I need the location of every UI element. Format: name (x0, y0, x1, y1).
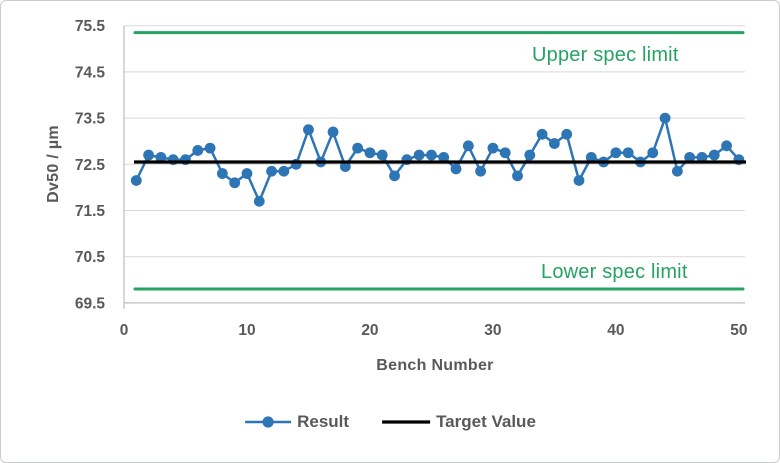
legend-item-result[interactable]: Result (244, 412, 349, 432)
result-marker (413, 149, 425, 161)
y-tick-label: 73.5 (75, 111, 106, 128)
result-marker (487, 142, 499, 154)
lower-spec-label: Lower spec limit (541, 261, 688, 283)
result-marker (278, 165, 290, 177)
x-tick-label: 10 (238, 322, 255, 339)
y-axis-title: Dv50 / µm (45, 125, 62, 203)
result-marker (536, 128, 548, 140)
x-tick-label: 50 (730, 322, 747, 339)
upper-spec-label: Upper spec limit (532, 44, 679, 66)
result-marker (671, 165, 683, 177)
result-marker (462, 140, 474, 152)
x-tick-label: 0 (120, 322, 129, 339)
result-marker (659, 112, 671, 124)
legend-result-label: Result (297, 412, 350, 431)
result-marker (303, 124, 314, 136)
target-line-icon (382, 420, 431, 424)
result-marker (647, 147, 659, 159)
result-marker (438, 151, 450, 163)
result-marker (684, 151, 696, 163)
result-line-marker-icon (245, 416, 292, 428)
y-tick-label: 75.5 (75, 18, 106, 35)
x-axis-title: Bench Number (376, 357, 494, 374)
result-marker (229, 177, 241, 189)
result-marker (721, 140, 732, 152)
result-marker (573, 175, 585, 186)
legend: Result Target Value (244, 412, 536, 432)
legend-item-target[interactable]: Target Value (381, 412, 536, 432)
result-marker (696, 151, 708, 163)
x-tick-label: 20 (361, 322, 378, 339)
result-marker (192, 145, 204, 156)
result-marker (204, 142, 216, 154)
result-marker (475, 165, 487, 177)
result-marker (266, 165, 277, 177)
result-marker (364, 147, 376, 159)
result-marker (327, 126, 339, 138)
y-tick-label: 70.5 (75, 249, 106, 266)
result-marker (389, 170, 400, 182)
y-tick-label: 69.5 (75, 295, 106, 312)
result-marker (216, 168, 228, 179)
x-tick-label: 40 (607, 322, 624, 339)
result-marker (352, 142, 364, 154)
result-marker (450, 163, 462, 175)
result-marker (499, 147, 511, 159)
result-marker (130, 175, 142, 186)
result-marker (253, 195, 265, 207)
result-marker (548, 138, 560, 149)
y-tick-label: 72.5 (75, 157, 106, 174)
result-marker (585, 151, 597, 163)
legend-target-label: Target Value (436, 412, 536, 431)
result-marker (512, 170, 523, 182)
result-marker (241, 168, 253, 179)
y-tick-label: 71.5 (75, 203, 106, 220)
result-marker (339, 161, 351, 173)
y-tick-label: 74.5 (75, 64, 106, 81)
result-series-line (135, 116, 740, 203)
result-marker (708, 149, 720, 161)
result-marker (524, 149, 536, 161)
x-tick-label: 30 (484, 322, 501, 339)
result-marker (622, 147, 634, 159)
result-marker (561, 128, 573, 140)
result-marker (610, 147, 622, 159)
result-marker (143, 149, 154, 161)
result-marker (426, 149, 437, 161)
result-marker (155, 151, 167, 163)
result-marker (376, 149, 388, 161)
